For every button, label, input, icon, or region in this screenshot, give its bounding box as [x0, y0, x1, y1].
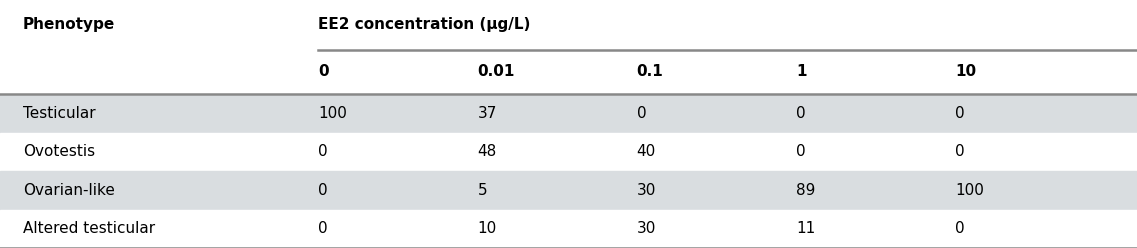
Text: 0: 0	[318, 221, 327, 236]
Text: Ovarian-like: Ovarian-like	[23, 183, 115, 198]
Text: 48: 48	[478, 144, 497, 159]
Text: Altered testicular: Altered testicular	[23, 221, 155, 236]
Text: 0.1: 0.1	[637, 64, 664, 79]
Text: 89: 89	[796, 183, 815, 198]
Bar	[0, 50, 1137, 94]
Text: 0: 0	[318, 64, 329, 79]
Text: 10: 10	[478, 221, 497, 236]
Text: 11: 11	[796, 221, 815, 236]
Text: 0: 0	[796, 106, 805, 121]
Text: 0: 0	[955, 144, 964, 159]
Text: EE2 concentration (μg/L): EE2 concentration (μg/L)	[318, 17, 531, 32]
Bar	[0, 133, 1137, 171]
Text: 0: 0	[796, 144, 805, 159]
Bar	[0, 171, 1137, 210]
Text: 0: 0	[637, 106, 646, 121]
Text: 10: 10	[955, 64, 977, 79]
Bar	[0, 94, 1137, 133]
Text: 0: 0	[955, 221, 964, 236]
Text: 37: 37	[478, 106, 497, 121]
Bar	[0, 210, 1137, 248]
Text: 100: 100	[318, 106, 347, 121]
Text: 100: 100	[955, 183, 984, 198]
Text: Phenotype: Phenotype	[23, 17, 115, 32]
Bar	[0, 0, 1137, 50]
Text: 40: 40	[637, 144, 656, 159]
Text: 1: 1	[796, 64, 806, 79]
Text: 0: 0	[955, 106, 964, 121]
Text: 0: 0	[318, 144, 327, 159]
Text: Ovotestis: Ovotestis	[23, 144, 94, 159]
Text: 30: 30	[637, 221, 656, 236]
Text: 30: 30	[637, 183, 656, 198]
Text: 0.01: 0.01	[478, 64, 515, 79]
Text: 0: 0	[318, 183, 327, 198]
Text: Testicular: Testicular	[23, 106, 96, 121]
Text: 5: 5	[478, 183, 487, 198]
